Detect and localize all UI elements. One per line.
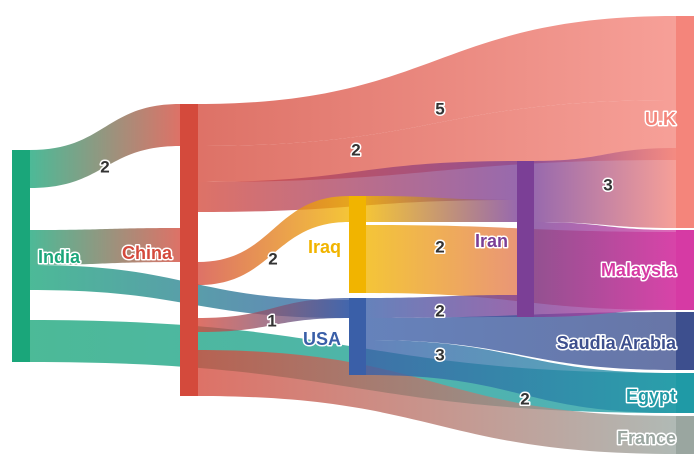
link-value-label-china-to-iraq: 2 <box>268 249 277 268</box>
node-france <box>676 416 694 454</box>
node-india <box>12 150 30 362</box>
node-label-iran: Iran <box>475 231 508 251</box>
node-iran <box>517 161 534 317</box>
node-label-india: India <box>38 247 81 267</box>
node-usa <box>349 298 366 375</box>
node-label-iraq: Iraq <box>308 237 341 257</box>
link-usa-to-iran <box>366 295 517 318</box>
link-usa-to-saudia-arabia <box>366 312 676 370</box>
node-saudia-arabia <box>676 312 694 370</box>
link-value-label-china-to-usa: 1 <box>267 311 276 330</box>
node-china <box>180 104 198 396</box>
node-iraq <box>349 196 366 293</box>
link-usa-to-egypt <box>366 340 676 413</box>
node-label-malaysia: Malaysia <box>601 260 677 280</box>
links-group <box>30 16 676 454</box>
node-label-china: China <box>122 243 173 263</box>
link-value-label-china-to-u-k: 2 <box>351 140 360 159</box>
link-value-label-iraq-to-malaysia: 2 <box>435 237 444 256</box>
link-value-label-china-to-france: 2 <box>520 389 529 408</box>
node-malaysia <box>676 230 694 310</box>
link-india-to-china <box>30 228 180 265</box>
node-label-u-k: U.K <box>645 109 676 129</box>
link-value-label-china-to-u-k: 5 <box>435 99 444 118</box>
link-china-to-u-k <box>198 16 676 146</box>
link-iran-to-u-k <box>534 148 676 228</box>
node-u-k <box>676 16 694 228</box>
node-label-france: France <box>617 428 676 448</box>
link-india-to-china <box>30 104 180 188</box>
node-label-saudia-arabia: Saudia Arabia <box>557 333 677 353</box>
link-china-to-iraq <box>198 196 349 285</box>
link-iran-to-malaysia <box>534 222 676 317</box>
link-value-label-usa-to-egypt: 3 <box>435 345 444 364</box>
link-china-to-usa <box>198 298 349 332</box>
node-label-egypt: Egypt <box>626 386 676 406</box>
node-label-usa: USA <box>303 329 341 349</box>
link-value-label-india-to-china: 2 <box>100 157 109 176</box>
link-china-to-france <box>198 350 676 454</box>
nodes-group <box>12 16 694 454</box>
link-labels-group: 2 5 2 2 1 2 2 2 3 3 <box>99 98 614 410</box>
node-labels-group: India China Iraq USA Iran U.K Malaysia Saudia A… <box>37 107 679 449</box>
node-egypt <box>676 373 694 413</box>
link-value-label-iran-to-u-k: 3 <box>603 175 612 194</box>
link-iraq-to-iran <box>366 196 517 222</box>
link-value-label-usa-to-saudia-arabia: 2 <box>435 301 444 320</box>
